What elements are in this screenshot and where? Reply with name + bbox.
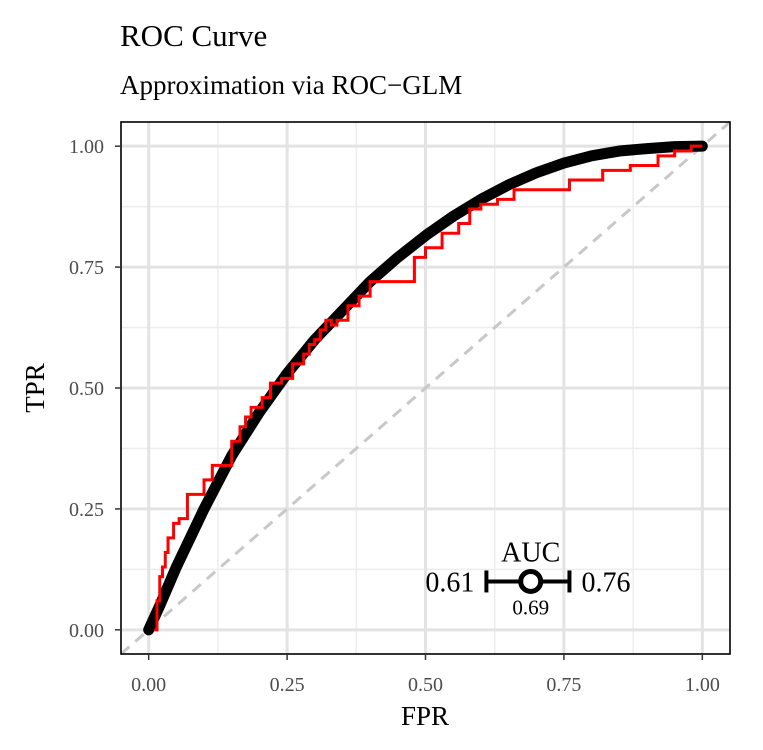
y-tick-label: 0.75	[69, 257, 104, 279]
diagonal-reference-line	[120, 120, 731, 656]
auc-point-estimate	[518, 568, 544, 594]
x-axis-ticks: 0.00 0.25 0.50 0.75 1.00	[131, 654, 720, 696]
y-tick-label: 0.00	[69, 620, 104, 642]
x-tick-label: 0.00	[131, 674, 166, 696]
y-axis-label: TPR	[20, 363, 50, 413]
chart-title: ROC Curve	[120, 18, 267, 53]
auc-upper-label: 0.76	[581, 567, 630, 598]
auc-estimate-label: 0.69	[512, 595, 549, 619]
plot-panel	[120, 120, 731, 656]
y-tick-label: 1.00	[69, 136, 104, 158]
auc-annotation: AUC 0.61 0.76 0.69	[425, 537, 630, 619]
rocglm-smooth-curve	[143, 140, 708, 636]
auc-lower-label: 0.61	[425, 567, 474, 598]
y-tick-label: 0.50	[69, 378, 104, 400]
x-axis-label: FPR	[401, 701, 449, 731]
x-tick-label: 0.50	[408, 674, 443, 696]
chart-subtitle: Approximation via ROC−GLM	[120, 70, 462, 100]
empirical-roc-curve	[154, 144, 703, 632]
x-tick-label: 1.00	[685, 674, 720, 696]
x-tick-label: 0.25	[270, 674, 305, 696]
y-axis-ticks: 0.00 0.25 0.50 0.75 1.00	[69, 136, 121, 642]
x-tick-label: 0.75	[546, 674, 581, 696]
y-tick-label: 0.25	[69, 499, 104, 521]
auc-title: AUC	[501, 537, 560, 568]
